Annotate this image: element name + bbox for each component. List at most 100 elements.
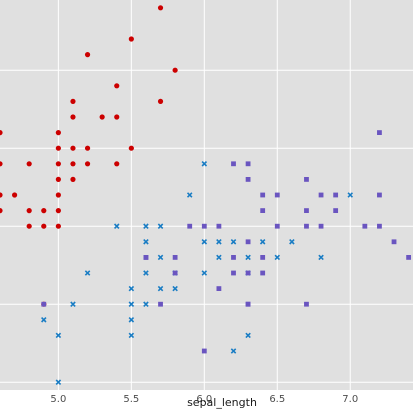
data-point-series-1	[172, 67, 178, 73]
plot-background	[0, 0, 413, 390]
data-point-series-2	[318, 254, 324, 261]
data-point-series-1	[26, 208, 32, 214]
data-point-series-1	[41, 223, 47, 229]
data-point-series-2	[216, 239, 222, 245]
data-point-series-3	[304, 208, 309, 213]
data-point-series-1	[70, 161, 76, 167]
data-point-series-3	[377, 130, 382, 135]
data-point-series-2	[274, 254, 281, 261]
data-point-series-3	[274, 192, 280, 198]
data-point-series-2	[245, 332, 251, 339]
data-points	[0, 5, 412, 385]
data-point-series-2	[157, 223, 164, 229]
data-point-series-1	[157, 98, 164, 104]
x-tick-label: 5.0	[50, 394, 66, 405]
data-point-series-2	[172, 285, 178, 292]
data-point-series-3	[231, 270, 236, 276]
data-point-series-1	[55, 223, 61, 229]
data-point-series-3	[304, 177, 309, 182]
data-point-series-2	[230, 239, 237, 245]
data-point-series-3	[304, 301, 309, 307]
data-point-series-2	[201, 161, 208, 167]
grid	[0, 0, 413, 390]
data-point-series-3	[377, 192, 382, 198]
data-point-series-3	[260, 255, 266, 260]
x-tick-label: 6.5	[269, 394, 285, 405]
data-point-series-2	[143, 223, 149, 229]
data-point-series-2	[84, 270, 91, 276]
data-point-series-1	[41, 208, 47, 214]
data-point-series-3	[231, 161, 236, 167]
data-point-series-3	[172, 270, 178, 276]
data-point-series-2	[216, 254, 222, 261]
data-point-series-2	[55, 379, 62, 385]
data-point-series-1	[55, 145, 61, 151]
x-tick-label: 5.5	[123, 394, 139, 405]
data-point-series-1	[84, 52, 91, 58]
data-point-series-3	[245, 161, 251, 167]
data-point-series-2	[157, 254, 164, 261]
data-point-series-1	[55, 208, 61, 214]
data-point-series-1	[70, 176, 76, 182]
data-point-series-2	[201, 270, 208, 276]
data-point-series-3	[216, 286, 222, 291]
data-point-series-1	[114, 161, 120, 167]
data-point-series-2	[128, 317, 135, 323]
data-point-series-1	[84, 161, 91, 167]
data-point-series-1	[55, 192, 61, 198]
data-point-series-1	[55, 161, 61, 167]
data-point-series-3	[406, 255, 412, 260]
data-point-series-1	[70, 114, 76, 120]
x-axis-title: sepal_length	[187, 396, 257, 409]
data-point-series-3	[260, 270, 266, 276]
x-tick-label: 6.0	[196, 394, 212, 405]
data-point-series-3	[318, 192, 324, 198]
data-point-series-3	[158, 301, 163, 307]
data-point-series-2	[55, 332, 62, 339]
data-point-series-2	[186, 192, 193, 198]
data-point-series-3	[260, 208, 266, 213]
data-point-series-3	[201, 223, 207, 229]
data-point-series-1	[0, 130, 3, 136]
data-point-series-3	[216, 223, 222, 229]
data-point-series-2	[128, 285, 135, 292]
data-point-series-2	[245, 254, 251, 261]
data-point-series-1	[99, 114, 105, 120]
data-point-series-1	[0, 208, 3, 214]
data-point-series-1	[70, 145, 76, 151]
data-point-series-3	[333, 192, 339, 198]
data-point-series-3	[187, 223, 193, 229]
data-point-series-3	[231, 255, 236, 260]
data-point-series-2	[201, 239, 208, 245]
data-point-series-2	[41, 317, 47, 323]
data-point-series-1	[0, 161, 3, 167]
data-point-series-2	[128, 301, 135, 307]
data-point-series-2	[113, 223, 120, 229]
data-point-series-3	[377, 223, 382, 229]
data-point-series-1	[70, 98, 76, 104]
data-point-series-2	[230, 348, 237, 354]
data-point-series-1	[26, 223, 32, 229]
data-point-series-3	[333, 208, 339, 213]
data-point-series-1	[114, 114, 120, 120]
data-point-series-1	[55, 176, 61, 182]
data-point-series-1	[114, 83, 120, 89]
x-tick-labels: 5.0 5.5 6.0 6.5 7.0	[50, 394, 358, 405]
data-point-series-3	[391, 239, 397, 245]
data-point-series-2	[143, 270, 149, 276]
data-point-series-2	[259, 239, 266, 245]
data-point-series-2	[70, 301, 76, 307]
data-point-series-3	[260, 192, 266, 198]
data-point-series-2	[143, 301, 149, 307]
data-point-series-2	[128, 332, 135, 339]
data-point-series-3	[172, 255, 178, 260]
data-point-series-3	[304, 223, 309, 229]
data-point-series-3	[245, 239, 251, 245]
data-point-series-1	[11, 192, 18, 198]
data-point-series-3	[41, 301, 47, 307]
data-point-series-3	[245, 177, 251, 182]
x-tick-label: 7.0	[342, 394, 358, 405]
data-point-series-1	[84, 145, 91, 151]
data-point-series-1	[0, 192, 3, 198]
